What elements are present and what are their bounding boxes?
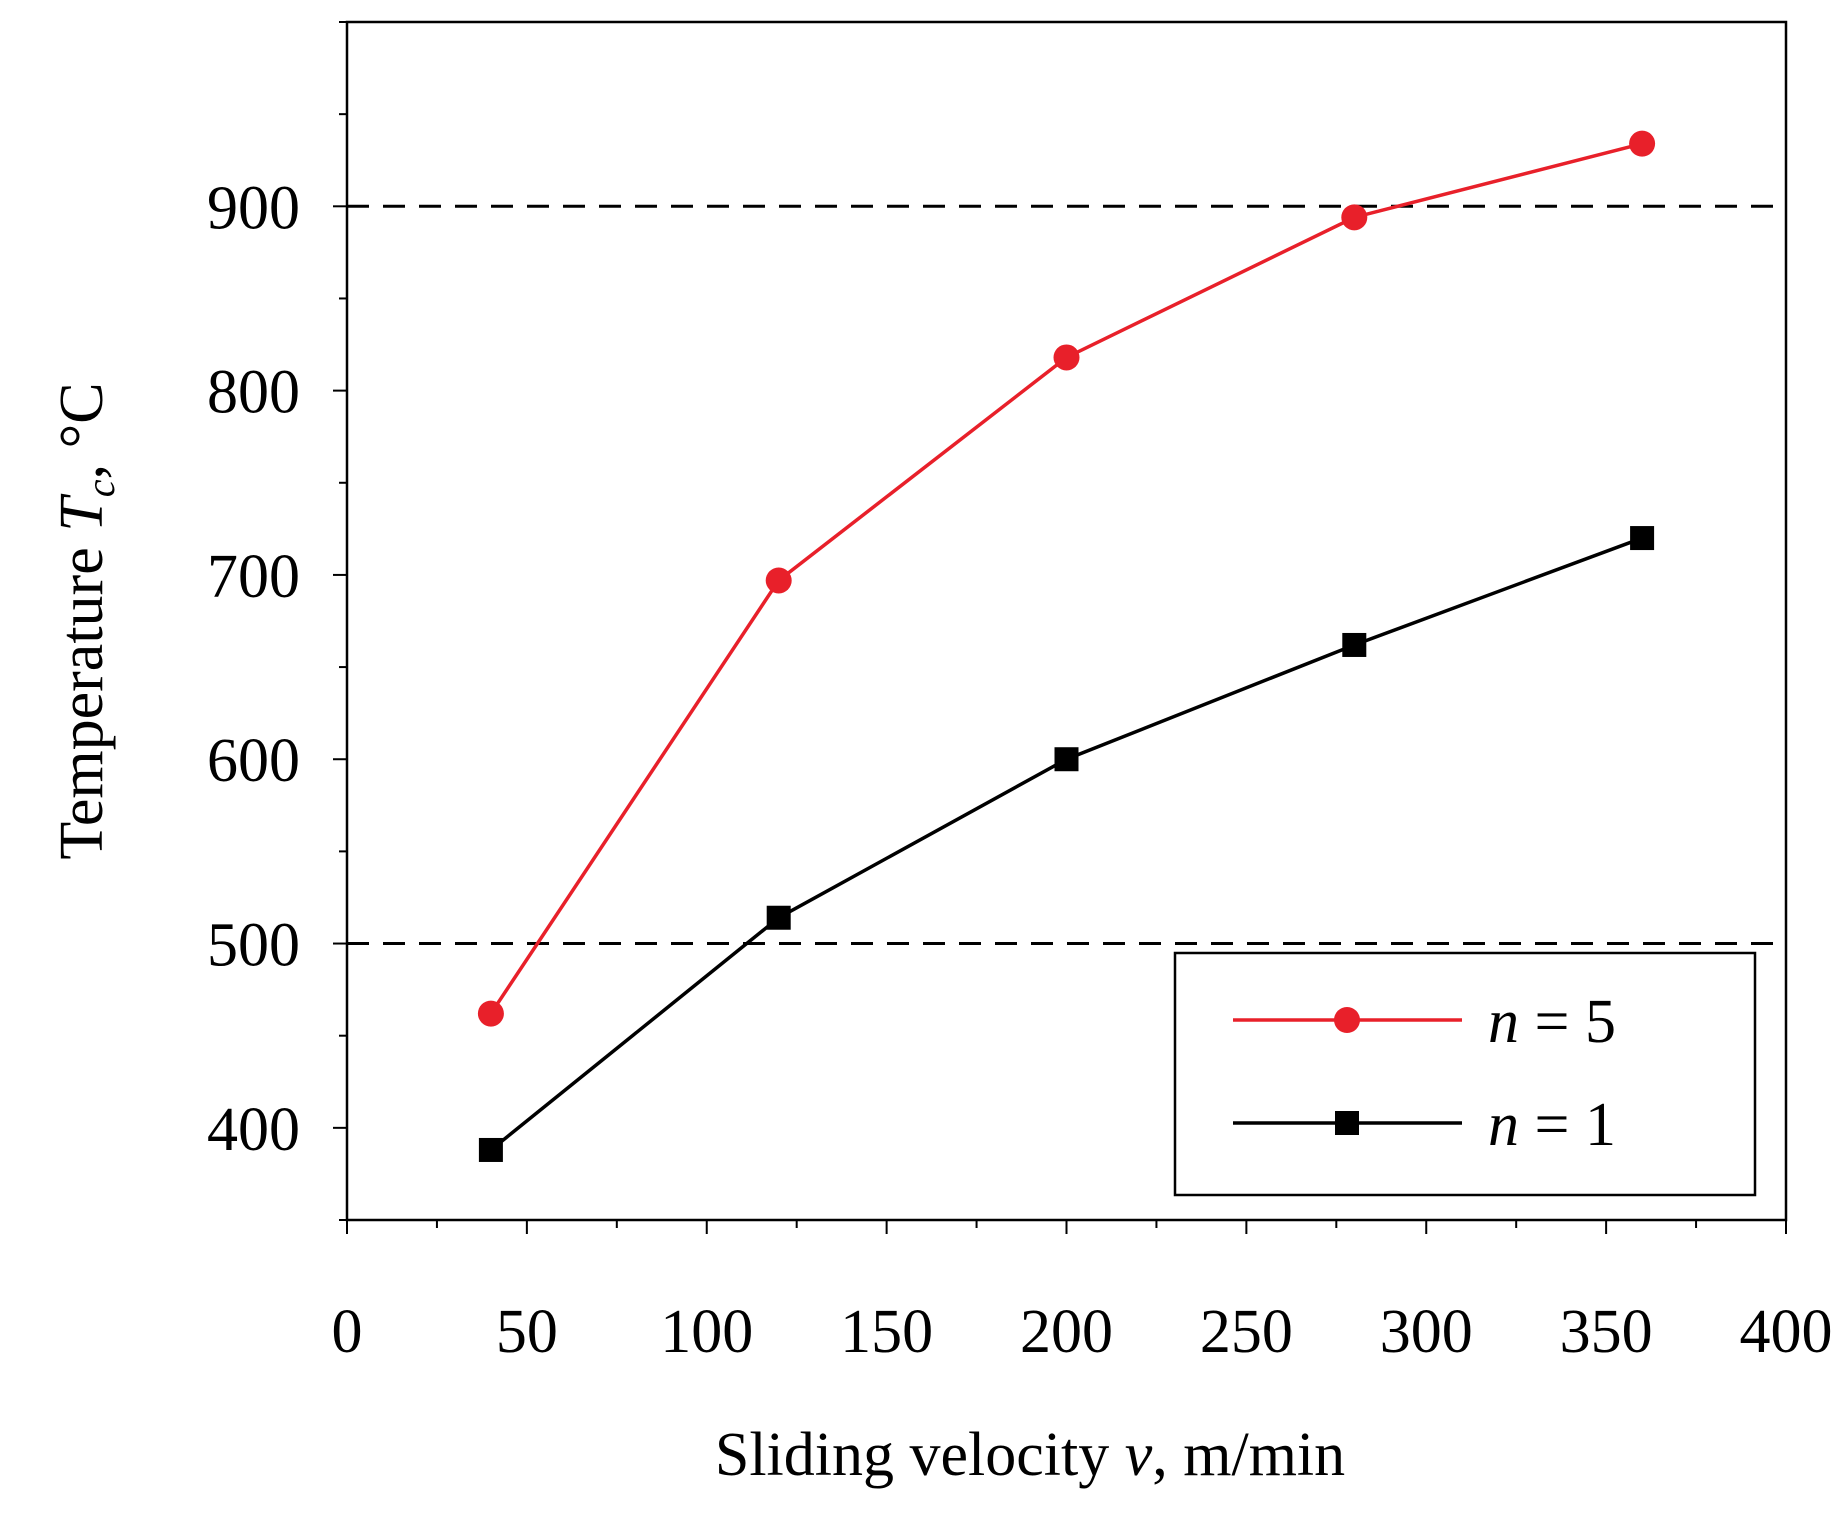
data-point <box>1629 130 1656 157</box>
legend-label: n = 1 <box>1488 1091 1616 1159</box>
legend-box <box>1173 951 1757 1197</box>
plot-area-group: 0 50 100 150 200 250 300 350 400 400 500 600 700 800 9… <box>207 20 1833 1366</box>
x-tick-label: 50 <box>496 1298 558 1366</box>
y-tick-label: 500 <box>207 912 300 980</box>
x-tick-label: 300 <box>1380 1298 1473 1366</box>
data-point <box>1342 632 1367 657</box>
y-axis-title-variable: T <box>48 493 116 532</box>
y-axis-title: Temperature Tc, °C <box>48 382 123 859</box>
y-tick-label: 700 <box>207 543 300 611</box>
y-axis-title-subscript: c <box>78 479 123 497</box>
legend-label: n = 5 <box>1488 988 1616 1056</box>
data-point <box>1630 526 1655 551</box>
legend-label-value: = 1 <box>1519 1091 1616 1159</box>
legend-marker <box>1334 1007 1360 1033</box>
x-axis-title: Sliding velocity v, m/min <box>715 1421 1345 1489</box>
y-tick-label: 800 <box>207 359 300 427</box>
data-point <box>478 1137 503 1162</box>
x-tick-label: 200 <box>1020 1298 1113 1366</box>
legend: n = 5n = 1 <box>1173 951 1757 1197</box>
x-axis-title-variable: v <box>1125 1421 1153 1489</box>
data-point <box>1053 344 1080 371</box>
series-line-n5 <box>489 141 1643 1015</box>
y-tick-label: 400 <box>207 1096 300 1164</box>
y-axis-title-prefix: Temperature <box>48 532 116 860</box>
x-tick-label: 0 <box>332 1298 363 1366</box>
x-tick-label: 250 <box>1200 1298 1293 1366</box>
legend-label-variable: n <box>1488 988 1519 1056</box>
x-tick-label: 350 <box>1560 1298 1653 1366</box>
data-point <box>1341 204 1368 231</box>
y-tick-label: 900 <box>207 174 300 242</box>
data-point <box>1054 747 1079 772</box>
legend-label-value: = 5 <box>1519 988 1616 1056</box>
data-point <box>477 1000 504 1027</box>
legend-label-variable: n <box>1488 1091 1519 1159</box>
x-axis-title-prefix: Sliding velocity <box>715 1421 1125 1489</box>
x-tick-label: 400 <box>1740 1298 1833 1366</box>
x-axis-title-suffix: , m/min <box>1152 1421 1345 1489</box>
y-axis-title-suffix: , °C <box>48 382 116 479</box>
data-point <box>765 567 792 594</box>
x-tick-label: 150 <box>840 1298 933 1366</box>
x-tick-label: 100 <box>660 1298 753 1366</box>
y-tick-label: 600 <box>207 727 300 795</box>
data-point <box>766 905 791 930</box>
legend-marker <box>1335 1111 1359 1135</box>
y-axis-title-text: Temperature Tc, °C <box>48 382 123 859</box>
